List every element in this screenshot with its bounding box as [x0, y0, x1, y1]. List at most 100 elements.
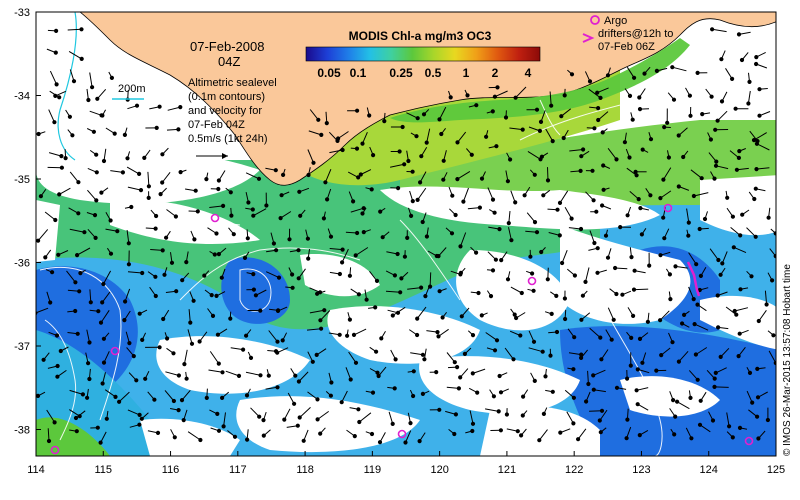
velocity-arrow-head: [640, 147, 645, 152]
velocity-arrow: [587, 370, 589, 385]
velocity-arrow-head: [48, 300, 53, 305]
velocity-arrow-head: [157, 104, 162, 109]
velocity-arrow-head: [354, 146, 360, 151]
velocity-arrow-head: [101, 281, 106, 287]
velocity-arrow-head: [751, 138, 757, 143]
velocity-arrow-head: [122, 132, 128, 137]
velocity-arrow: [89, 72, 93, 88]
velocity-arrow-head: [494, 144, 499, 149]
colorbar-tick-label: 2: [492, 66, 499, 80]
velocity-arrow: [429, 272, 432, 287]
velocity-arrow: [118, 391, 130, 403]
velocity-arrow-head: [605, 255, 611, 260]
velocity-arrow-head: [686, 233, 691, 238]
argo-legend-line: Argo: [604, 15, 627, 27]
velocity-arrow-head: [579, 154, 584, 159]
velocity-arrow: [307, 149, 314, 163]
velocity-arrow-head: [137, 171, 142, 176]
velocity-arrow-head: [537, 438, 542, 443]
velocity-arrow-head: [559, 114, 564, 119]
velocity-arrow-head: [727, 424, 732, 429]
y-tick-label: -36: [14, 258, 30, 270]
velocity-arrow-head: [753, 186, 758, 191]
velocity-arrow-head: [337, 332, 342, 337]
velocity-arrow: [187, 431, 201, 441]
velocity-arrow-head: [713, 163, 719, 168]
velocity-arrow-head: [513, 200, 518, 205]
velocity-arrow-head: [596, 106, 601, 111]
velocity-arrow: [320, 310, 331, 321]
velocity-arrow-head: [537, 128, 543, 133]
velocity-arrow-head: [470, 333, 476, 338]
plot-area: [36, 12, 776, 456]
velocity-arrow-head: [637, 107, 643, 112]
velocity-arrow-head: [750, 400, 755, 405]
velocity-arrow-head: [647, 263, 652, 268]
velocity-arrow-head: [752, 196, 757, 202]
velocity-arrow-head: [458, 270, 463, 275]
velocity-arrow-head: [514, 315, 519, 321]
velocity-arrow-head: [275, 385, 280, 390]
velocity-arrow: [426, 128, 431, 143]
velocity-arrow-head: [182, 362, 187, 367]
velocity-arrow-head: [632, 268, 637, 273]
velocity-arrow-head: [671, 97, 677, 102]
velocity-arrow-head: [112, 131, 117, 136]
velocity-arrow-head: [665, 120, 670, 125]
velocity-arrow-head: [439, 131, 444, 137]
argo-legend-line: drifters@12h to: [598, 28, 673, 40]
velocity-arrow-head: [162, 272, 167, 277]
velocity-arrow-head: [241, 347, 246, 352]
velocity-arrow-head: [279, 193, 284, 198]
velocity-arrow-head: [511, 357, 516, 362]
velocity-arrow-head: [367, 113, 372, 118]
velocity-arrow-head: [52, 120, 57, 125]
velocity-arrow-head: [88, 300, 93, 305]
velocity-arrow-head: [449, 231, 455, 236]
velocity-arrow-head: [495, 85, 500, 90]
velocity-arrow: [299, 407, 311, 418]
velocity-arrow-head: [710, 27, 715, 32]
velocity-arrow: [569, 149, 584, 152]
velocity-arrow: [407, 287, 422, 290]
info-line: 0.5m/s (1kt 24h): [188, 133, 267, 145]
velocity-arrow: [589, 327, 601, 338]
velocity-arrow-head: [513, 95, 518, 100]
velocity-arrow-head: [374, 349, 379, 354]
velocity-arrow-head: [36, 131, 41, 137]
argo-track: [686, 261, 701, 297]
velocity-arrow-head: [584, 399, 589, 404]
velocity-arrow-head: [120, 170, 126, 175]
velocity-arrow-head: [117, 399, 122, 404]
velocity-arrow-head: [572, 273, 578, 278]
velocity-arrow-head: [455, 140, 460, 145]
velocity-arrow-head: [708, 137, 714, 142]
argo-tracks: [686, 261, 701, 297]
velocity-arrow-head: [137, 422, 142, 427]
argo-drifter: [50, 445, 60, 455]
velocity-arrow-head: [192, 237, 197, 242]
velocity-arrow-head: [716, 257, 721, 263]
velocity-arrow-head: [557, 233, 562, 238]
velocity-arrow-head: [519, 433, 524, 438]
x-tick-label: 115: [94, 464, 112, 476]
velocity-arrow-head: [298, 213, 303, 218]
velocity-arrow-head: [479, 313, 484, 318]
velocity-arrow-head: [392, 386, 397, 391]
velocity-arrow-head: [100, 113, 105, 118]
velocity-arrow: [589, 230, 595, 244]
velocity-arrow-head: [378, 209, 383, 214]
velocity-arrow-head: [164, 235, 169, 240]
velocity-arrow-head: [710, 418, 716, 423]
velocity-arrow: [633, 288, 649, 291]
velocity-arrow-head: [236, 373, 242, 378]
velocity-arrow-head: [695, 70, 700, 76]
velocity-arrow-head: [305, 236, 310, 241]
velocity-arrow-head: [632, 75, 637, 80]
colorbar-tick-label: 1: [463, 66, 470, 80]
velocity-arrow-head: [520, 127, 525, 132]
velocity-arrow-head: [246, 200, 251, 205]
velocity-arrow-head: [700, 112, 705, 117]
velocity-arrow-head: [54, 82, 59, 87]
velocity-arrow-head: [709, 94, 714, 99]
